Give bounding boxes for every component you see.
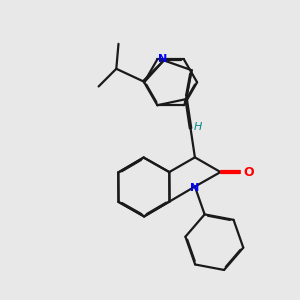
Text: O: O <box>243 166 254 178</box>
Text: N: N <box>158 54 167 64</box>
Text: H: H <box>194 122 202 132</box>
Text: N: N <box>190 183 200 193</box>
